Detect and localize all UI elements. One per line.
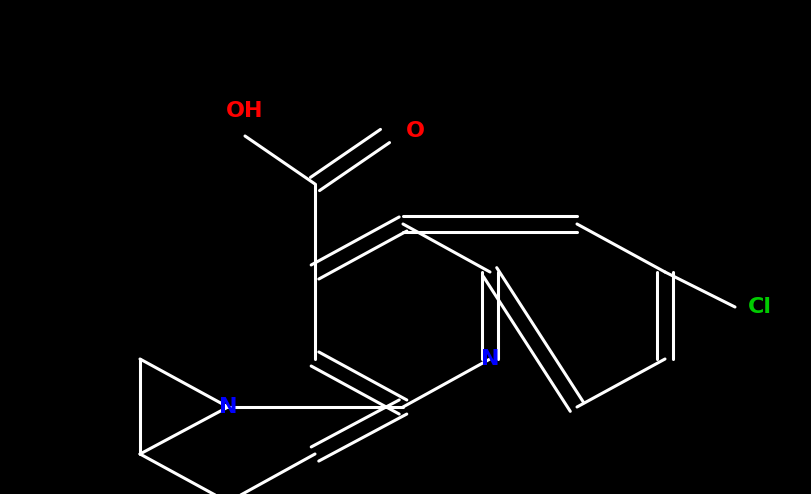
Text: Cl: Cl bbox=[747, 297, 771, 317]
Text: O: O bbox=[405, 121, 424, 141]
Text: N: N bbox=[480, 349, 499, 369]
Text: N: N bbox=[218, 397, 237, 417]
Text: OH: OH bbox=[226, 101, 264, 121]
